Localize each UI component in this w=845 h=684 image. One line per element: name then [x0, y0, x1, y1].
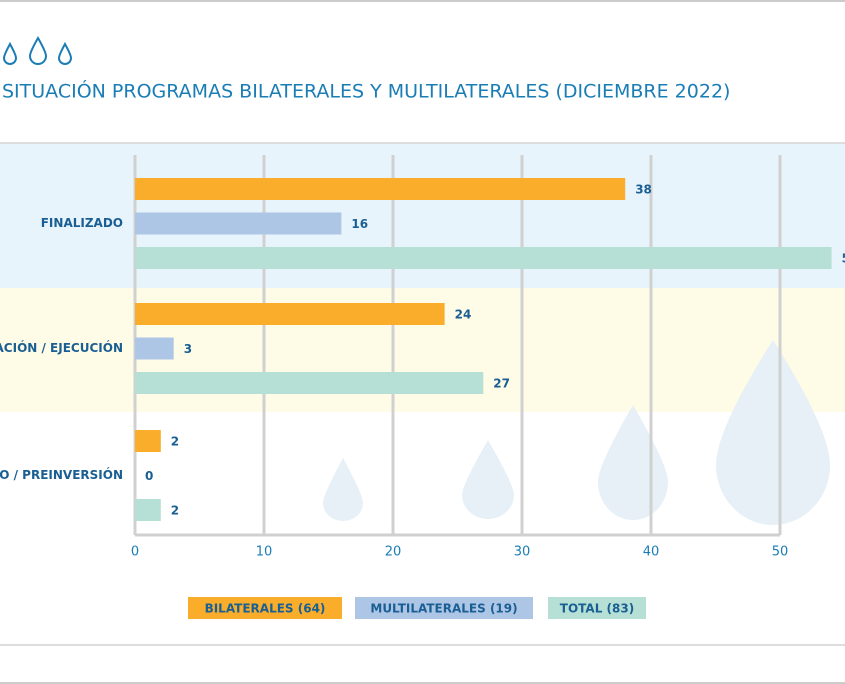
x-tick-label: 50 [772, 545, 789, 560]
data-label: 38 [635, 183, 652, 197]
x-tick-label: 40 [643, 545, 660, 560]
bar [135, 337, 174, 360]
legend-swatch [188, 597, 342, 619]
bar [135, 430, 161, 452]
chart-title: SITUACIÓN PROGRAMAS BILATERALES Y MULTIL… [2, 79, 730, 103]
legend-swatch [355, 597, 533, 619]
data-label: 3 [184, 342, 192, 356]
x-tick-label: 20 [385, 545, 402, 560]
bar [135, 212, 342, 235]
bar [135, 303, 445, 325]
data-label: 16 [351, 217, 368, 231]
category-label: ÑO / PREINVERSIÓN [0, 467, 123, 482]
drop-icons [2, 35, 73, 65]
data-label: 0 [145, 469, 153, 483]
bar [135, 372, 484, 394]
legend-label: MULTILATERALES (19) [370, 602, 517, 616]
bar [135, 247, 832, 269]
data-label: 54 [842, 252, 845, 266]
bar [135, 178, 626, 200]
x-tick-label: 10 [256, 545, 273, 560]
legend-label: TOTAL (83) [560, 602, 634, 616]
x-tick-label: 0 [131, 545, 139, 560]
data-label: 24 [455, 308, 472, 322]
data-label: 27 [493, 377, 510, 391]
x-tick-label: 30 [514, 545, 531, 560]
bar [135, 499, 161, 521]
category-label: FINALIZADO [41, 216, 123, 230]
legend-swatch [548, 597, 646, 619]
category-label: TACIÓN / EJECUCIÓN [0, 340, 123, 355]
data-label: 2 [171, 435, 179, 449]
data-label: 2 [171, 504, 179, 518]
legend-label: BILATERALES (64) [205, 602, 326, 616]
